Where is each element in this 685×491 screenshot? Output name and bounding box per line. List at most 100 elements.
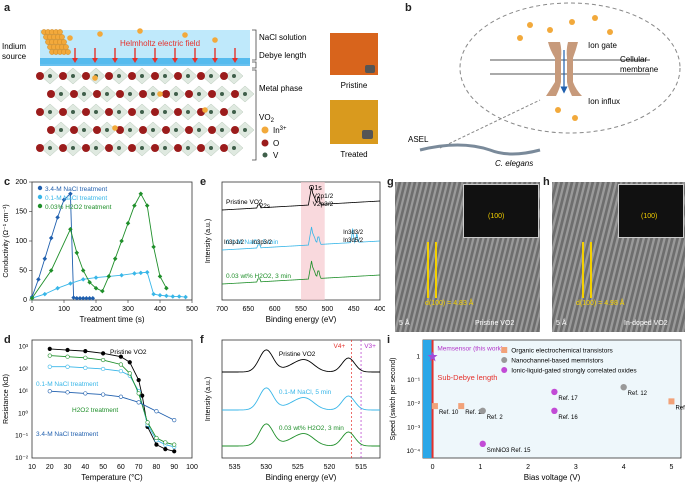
c-data-point xyxy=(29,295,35,301)
i-point-nano xyxy=(479,407,486,414)
ion-gate-left xyxy=(546,42,562,96)
indium-source-label-1: Indium xyxy=(2,42,26,51)
h-caption: In-doped VO2 xyxy=(624,320,668,327)
i-sub-debye-label: Sub-Debye length xyxy=(437,373,497,382)
d-data-point xyxy=(65,390,70,395)
f-xtick-label: 525 xyxy=(292,464,304,471)
d-ytick-label: 10⁻¹ xyxy=(15,433,29,440)
d-data-point xyxy=(127,360,132,365)
d-data-point xyxy=(47,389,52,394)
i-plot-bg xyxy=(423,340,681,458)
o-atom xyxy=(59,144,67,152)
v-atom xyxy=(82,128,86,132)
lattice-fringe xyxy=(562,182,602,332)
c-data-point xyxy=(80,268,86,273)
h-marker-2 xyxy=(590,242,592,298)
d-xtick-label: 70 xyxy=(135,464,143,471)
e-peak-label: V2s xyxy=(259,203,271,210)
f-v4-label: V4+ xyxy=(333,343,345,350)
o-atom xyxy=(151,72,159,80)
field-arrowhead xyxy=(172,58,178,63)
o-atom xyxy=(185,90,193,98)
v-atom xyxy=(243,128,247,132)
lattice-fringe xyxy=(572,182,613,332)
v-atom xyxy=(232,74,236,78)
in-atom xyxy=(57,29,63,35)
v-atom xyxy=(105,92,109,96)
h-d-spacing: d(100) = 4.98 Å xyxy=(576,300,625,307)
worm-body xyxy=(419,143,541,156)
f-v3-label: V3+ xyxy=(364,343,376,350)
pristine-photo-label: Pristine xyxy=(341,81,368,90)
v-legend-marker xyxy=(262,152,268,158)
lattice-fringe xyxy=(671,276,685,332)
d-ytick-label: 10⁻² xyxy=(15,455,29,462)
c-ytick-label: 50 xyxy=(19,268,27,275)
e-xtick-label: 450 xyxy=(348,306,360,313)
f-spectrum xyxy=(222,349,381,373)
f-spectrum xyxy=(222,423,380,447)
o-legend-marker xyxy=(261,139,269,147)
o-atom xyxy=(82,72,90,80)
d-data-point xyxy=(65,364,70,369)
o-atom xyxy=(162,90,170,98)
in-ion xyxy=(137,28,143,34)
c-data-point xyxy=(170,294,176,299)
c-data-point xyxy=(87,280,92,285)
i-point-label: Ref. 16 xyxy=(558,415,578,421)
field-arrowhead xyxy=(72,58,78,63)
v-atom xyxy=(163,110,167,114)
vo2-lattice xyxy=(36,67,255,157)
panel-label-f: f xyxy=(200,334,204,346)
i-legend-label: Organic electrochemical transistors xyxy=(511,348,613,355)
field-arrowhead xyxy=(92,58,98,63)
i-point-label: Ref. 17 xyxy=(558,396,578,402)
v-atom xyxy=(140,110,144,114)
e-spectrum xyxy=(221,260,381,285)
indium-source-cube xyxy=(41,29,71,55)
v-atom xyxy=(243,92,247,96)
metal-phase-label: Metal phase xyxy=(259,84,303,93)
i-ytick-label: 10⁻⁴ xyxy=(407,448,421,455)
i-point-label: Ref. 11 xyxy=(465,410,485,416)
d-data-point xyxy=(83,355,88,360)
e-ylabel: Intensity (a.u.) xyxy=(205,219,212,263)
c-legend-label: 0.03% H2O2 treatment xyxy=(45,204,112,211)
c-data-point xyxy=(42,291,48,297)
c-data-point xyxy=(93,275,99,280)
ion-gate-right xyxy=(566,42,582,96)
panel-i-chart: 0 1 2 3 4 5 10⁻⁴ 10⁻³ 10⁻² 10⁻¹ 1 Bias voltage (V) S… xyxy=(390,339,685,482)
o-atom xyxy=(197,72,205,80)
i-point-label: SmNiO3 Ref. 15 xyxy=(487,448,531,454)
in-legend-label: In3+ xyxy=(273,126,287,135)
panel-label-a: a xyxy=(4,2,11,14)
zoom-line xyxy=(439,99,541,149)
ion-5 xyxy=(607,29,613,35)
d-ytick-label: 10³ xyxy=(19,344,29,351)
i-point-oect xyxy=(458,403,465,410)
i-point-oxide xyxy=(551,388,558,396)
c-legend-marker xyxy=(37,185,43,191)
e-peak-label: V2p1/2 xyxy=(313,193,334,200)
o-atom xyxy=(128,72,136,80)
lattice-fringe xyxy=(556,182,597,332)
e-xtick-label: 500 xyxy=(321,306,333,313)
cell-outline xyxy=(459,2,681,134)
treated-photo-label: Treated xyxy=(340,150,367,159)
lattice-fringe xyxy=(413,182,454,332)
i-point-oxide xyxy=(551,407,558,414)
o-atom xyxy=(116,126,124,134)
d-xtick-label: 30 xyxy=(64,464,72,471)
i-point-label: Ref. 2 xyxy=(487,415,504,421)
v-atom xyxy=(48,110,52,114)
c-data-point xyxy=(90,295,96,301)
e-peak-label: In3d3/2 xyxy=(343,230,364,236)
o-atom xyxy=(208,90,216,98)
c-data-point xyxy=(151,244,156,250)
d-data-point xyxy=(136,377,141,383)
o-atom xyxy=(220,72,228,80)
e-series-label: Pristine VO2 xyxy=(226,199,263,206)
c-data-point xyxy=(176,294,182,299)
panel-g-tem-image: (100) d(100) = 4.83 Å 5 Å Pristine VO2 xyxy=(395,182,540,332)
v-atom xyxy=(82,92,86,96)
